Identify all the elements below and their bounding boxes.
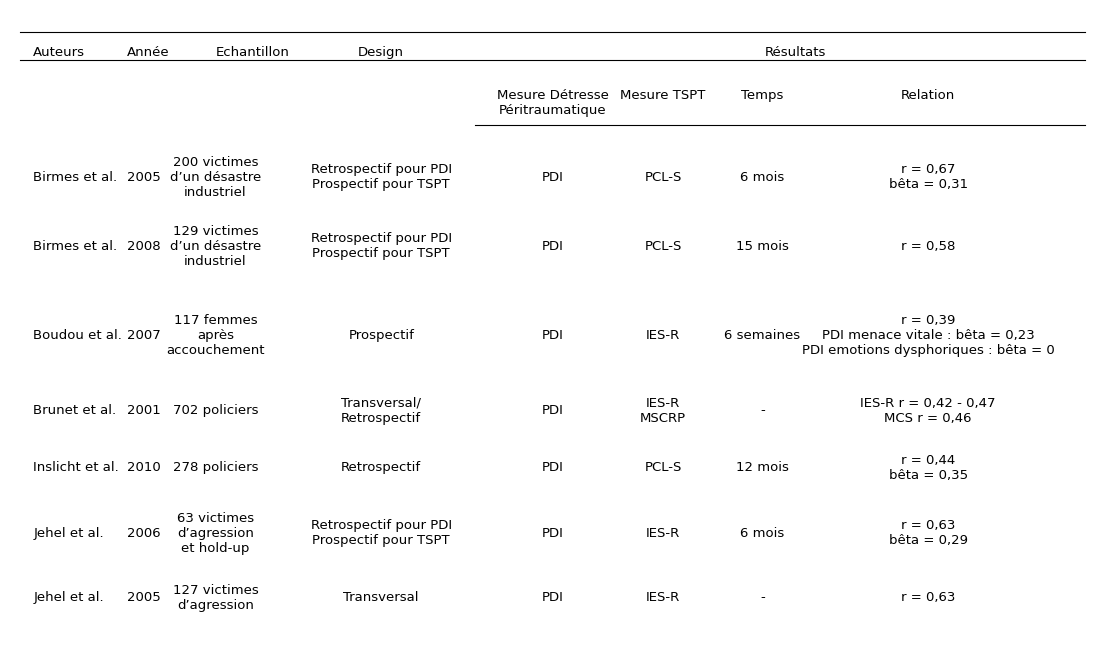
- Text: 2008: 2008: [127, 240, 160, 253]
- Text: 129 victimes
d’un désastre
industriel: 129 victimes d’un désastre industriel: [170, 225, 261, 268]
- Text: Retrospectif pour PDI
Prospectif pour TSPT: Retrospectif pour PDI Prospectif pour TS…: [311, 164, 452, 191]
- Text: Retrospectif pour PDI
Prospectif pour TSPT: Retrospectif pour PDI Prospectif pour TS…: [311, 520, 452, 547]
- Text: 2010: 2010: [127, 461, 161, 474]
- Text: 63 victimes
d’agression
et hold-up: 63 victimes d’agression et hold-up: [177, 512, 254, 555]
- Text: r = 0,63
bêta = 0,29: r = 0,63 bêta = 0,29: [888, 520, 968, 547]
- Text: IES-R: IES-R: [646, 591, 680, 604]
- Text: -: -: [760, 404, 765, 417]
- Text: Echantillon: Echantillon: [215, 46, 290, 59]
- Text: r = 0,39
PDI menace vitale : bêta = 0,23
PDI emotions dysphoriques : bêta = 0: r = 0,39 PDI menace vitale : bêta = 0,23…: [802, 313, 1054, 357]
- Text: Transversal: Transversal: [344, 591, 419, 604]
- Text: IES-R
MSCRP: IES-R MSCRP: [640, 397, 686, 424]
- Text: 6 semaines: 6 semaines: [725, 328, 800, 342]
- Text: 200 victimes
d’un désastre
industriel: 200 victimes d’un désastre industriel: [170, 156, 261, 199]
- Text: Temps: Temps: [741, 89, 783, 102]
- Text: 278 policiers: 278 policiers: [172, 461, 259, 474]
- Text: Inslicht et al.: Inslicht et al.: [33, 461, 119, 474]
- Text: Brunet et al.: Brunet et al.: [33, 404, 116, 417]
- Text: Transversal/
Retrospectif: Transversal/ Retrospectif: [341, 397, 421, 424]
- Text: Auteurs: Auteurs: [33, 46, 85, 59]
- Text: 127 victimes
d’agression: 127 victimes d’agression: [172, 584, 259, 612]
- Text: PDI: PDI: [541, 527, 564, 540]
- Text: Retrospectif: Retrospectif: [341, 461, 421, 474]
- Text: r = 0,67
bêta = 0,31: r = 0,67 bêta = 0,31: [888, 164, 968, 191]
- Text: -: -: [760, 591, 765, 604]
- Text: Prospectif: Prospectif: [348, 328, 414, 342]
- Text: 2006: 2006: [127, 527, 160, 540]
- Text: Mesure TSPT: Mesure TSPT: [620, 89, 706, 102]
- Text: Résultats: Résultats: [765, 46, 827, 59]
- Text: Boudou et al.: Boudou et al.: [33, 328, 122, 342]
- Text: PDI: PDI: [541, 404, 564, 417]
- Text: Année: Année: [127, 46, 170, 59]
- Text: Mesure Détresse
Péritraumatique: Mesure Détresse Péritraumatique: [496, 89, 609, 117]
- Text: Design: Design: [358, 46, 404, 59]
- Text: 6 mois: 6 mois: [740, 527, 785, 540]
- Text: 2005: 2005: [127, 171, 161, 184]
- Text: 2007: 2007: [127, 328, 161, 342]
- Text: PDI: PDI: [541, 591, 564, 604]
- Text: PDI: PDI: [541, 328, 564, 342]
- Text: IES-R: IES-R: [646, 527, 680, 540]
- Text: PCL-S: PCL-S: [644, 461, 682, 474]
- Text: Birmes et al.: Birmes et al.: [33, 171, 117, 184]
- Text: r = 0,63: r = 0,63: [901, 591, 956, 604]
- Text: 15 mois: 15 mois: [736, 240, 789, 253]
- Text: Relation: Relation: [901, 89, 956, 102]
- Text: 12 mois: 12 mois: [736, 461, 789, 474]
- Text: 6 mois: 6 mois: [740, 171, 785, 184]
- Text: Birmes et al.: Birmes et al.: [33, 240, 117, 253]
- Text: r = 0,44
bêta = 0,35: r = 0,44 bêta = 0,35: [888, 454, 968, 482]
- Text: PDI: PDI: [541, 461, 564, 474]
- Text: PDI: PDI: [541, 240, 564, 253]
- Text: 2005: 2005: [127, 591, 161, 604]
- Text: 702 policiers: 702 policiers: [172, 404, 259, 417]
- Text: Retrospectif pour PDI
Prospectif pour TSPT: Retrospectif pour PDI Prospectif pour TS…: [311, 233, 452, 260]
- Text: IES-R: IES-R: [646, 328, 680, 342]
- Text: Jehel et al.: Jehel et al.: [33, 527, 104, 540]
- Text: Jehel et al.: Jehel et al.: [33, 591, 104, 604]
- Text: PDI: PDI: [541, 171, 564, 184]
- Text: 2001: 2001: [127, 404, 161, 417]
- Text: r = 0,58: r = 0,58: [901, 240, 956, 253]
- Text: PCL-S: PCL-S: [644, 240, 682, 253]
- Text: 117 femmes
après
accouchement: 117 femmes après accouchement: [166, 313, 265, 357]
- Text: PCL-S: PCL-S: [644, 171, 682, 184]
- Text: IES-R r = 0,42 - 0,47
MCS r = 0,46: IES-R r = 0,42 - 0,47 MCS r = 0,46: [861, 397, 996, 424]
